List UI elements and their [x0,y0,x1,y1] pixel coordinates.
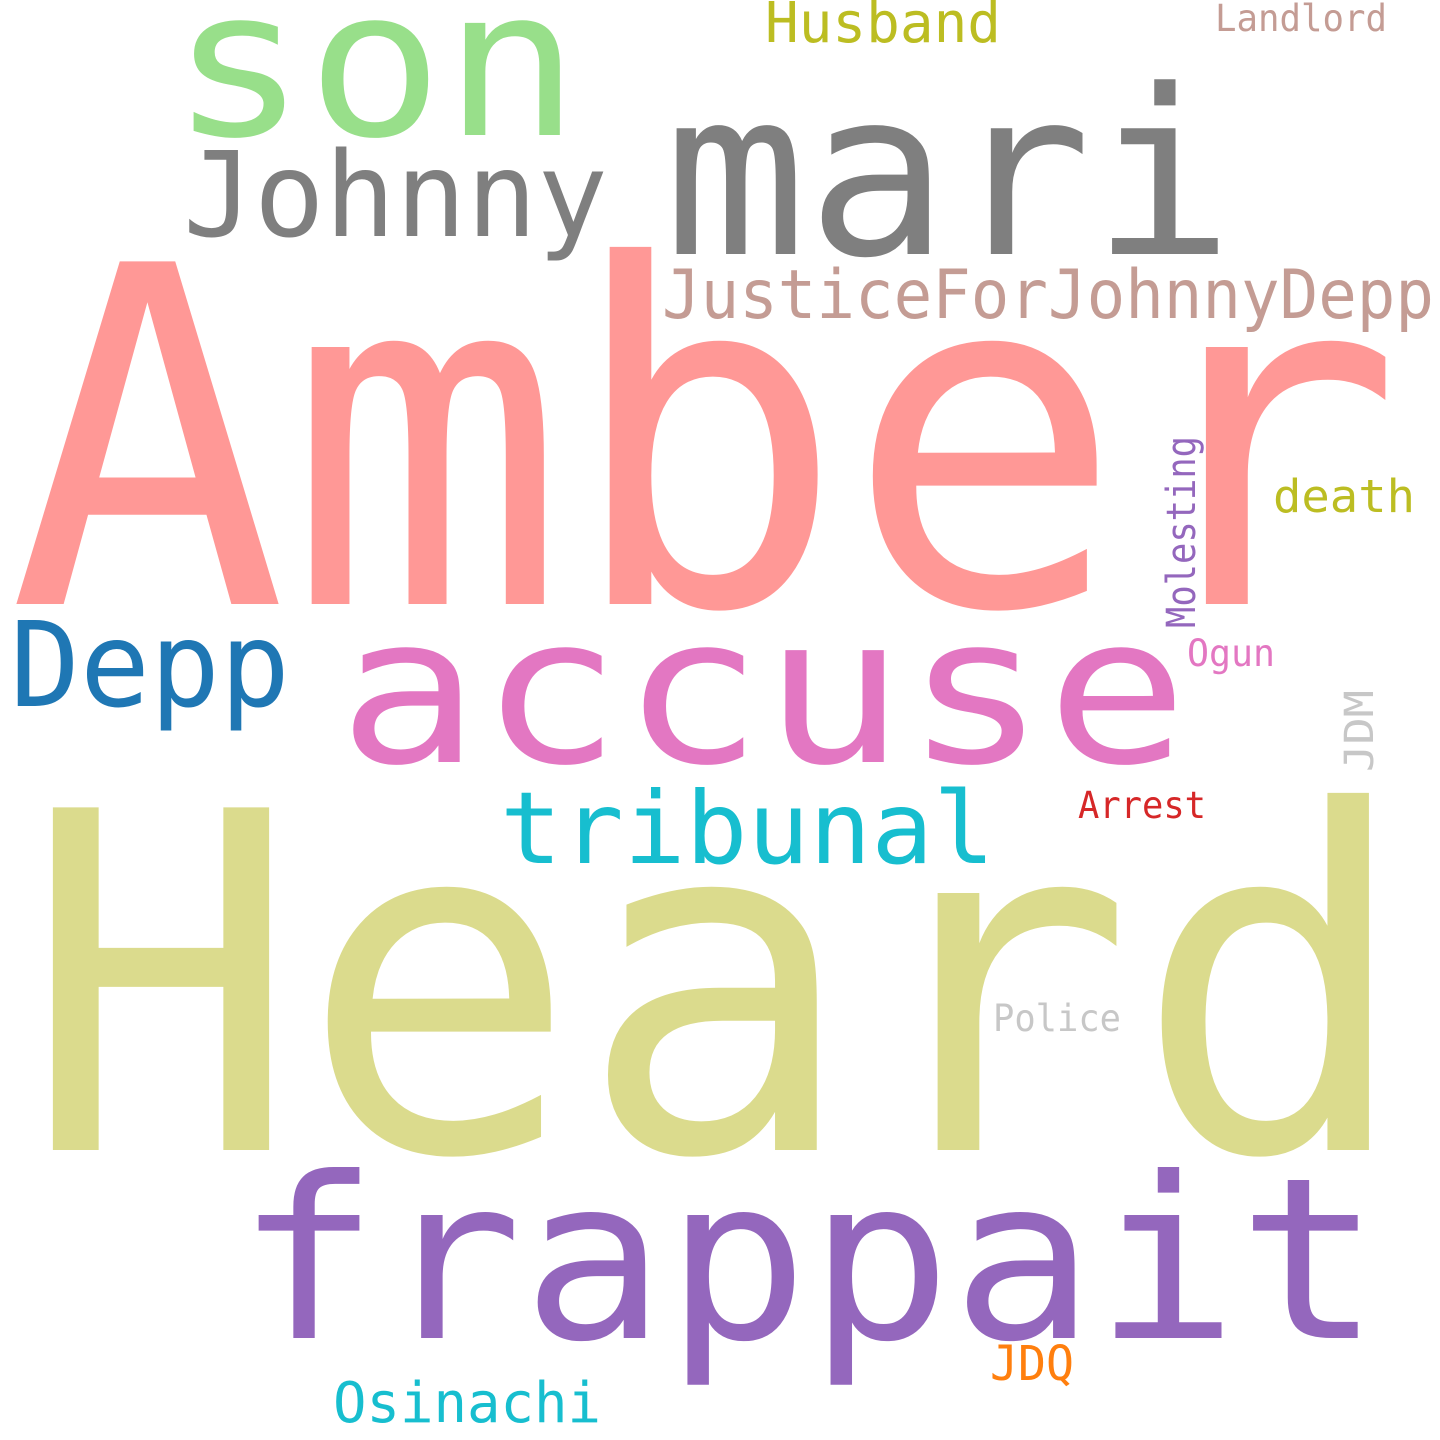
word-osinachi: Osinachi [333,1371,601,1436]
word-heard: Heard [22,714,1412,1261]
word-molesting: Molesting [1159,436,1205,628]
word-depp: Depp [10,596,290,734]
word-arrest: Arrest [1078,784,1206,827]
word-accuse: accuse [338,573,1188,811]
word-death: death [1273,470,1415,523]
word-justicefor-johnny-depp: JusticeForJohnnyDepp [662,256,1434,335]
word-frappait: frappait [236,1130,1381,1392]
word-tribunal: tribunal [500,770,995,887]
word-husband: Husband [765,0,1001,56]
word-landlord: Landlord [1215,0,1387,40]
word-jdq: JDQ [990,1336,1074,1392]
word-johnny: Johnny [183,126,608,264]
word-police: Police [993,997,1121,1040]
word-son: son [170,0,580,184]
word-amber: Amber [8,168,1403,715]
word-mari: mari [664,42,1234,309]
word-ogun: Ogun [1187,632,1275,675]
word-jdm: JDM [1337,690,1383,772]
